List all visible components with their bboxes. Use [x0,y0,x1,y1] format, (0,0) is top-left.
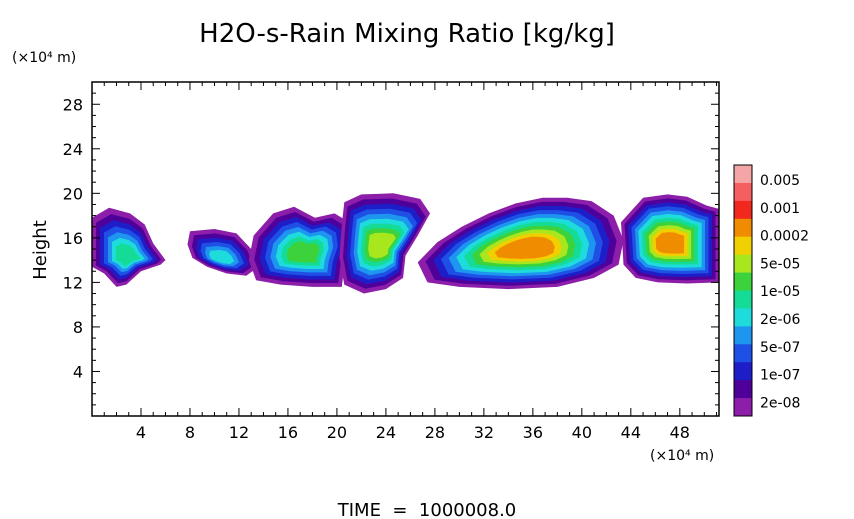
cloud-x35 [417,197,624,290]
colorbar-label: 1e-05 [760,284,800,300]
y-tick-label: 12 [63,273,83,292]
time-footer: TIME = 1000008.0 [337,500,517,519]
colorbar-swatch [734,182,752,202]
colorbar-swatch [734,308,752,327]
colorbar-swatch [734,290,752,309]
colorbar-swatch [734,200,752,220]
colorbar-frame [733,164,753,417]
x-axis-unit: (×10⁴ m) [650,448,714,464]
cloud-left-band-6 [116,243,141,266]
x-tick-label: 32 [474,423,494,442]
x-tick-label: 40 [572,423,592,442]
colorbar-swatch [734,326,752,345]
colorbar-swatch [734,380,752,399]
cloud-x19 [248,206,352,287]
cloud-x35-band-10 [494,236,555,259]
plot-area [92,193,719,294]
x-tick-label: 20 [327,423,347,442]
colorbar-swatch [734,254,752,274]
cloud-x19-band-7 [286,241,320,263]
x-tick-label: 8 [185,423,195,442]
cloud-left [92,207,166,287]
colorbar-swatch [734,165,752,184]
cloud-x24 [339,193,430,294]
y-axis-unit: (×10⁴ m) [12,50,76,66]
colorbar-label: 0.001 [760,201,800,217]
colorbar-swatch [734,398,752,417]
cloud-right-band-10 [655,232,685,254]
x-tick-label: 16 [278,423,298,442]
colorbar: 0.005 0.001 0.0002 5e-05 1e-05 2e-06 5e-07 1e-0… [733,164,809,417]
x-tick-label: 4 [136,423,146,442]
colorbar-swatch [734,236,752,256]
x-tick-label: 48 [670,423,690,442]
x-tick-label: 44 [621,423,641,442]
colorbar-swatch [734,362,752,381]
x-tick-label: 12 [229,423,249,442]
plot-frame [91,81,720,417]
y-tick-label: 4 [73,362,83,381]
colorbar-label: 2e-08 [760,395,800,411]
colorbar-swatch [734,272,752,291]
colorbar-swatch [734,218,752,238]
y-tick-label: 24 [63,140,83,159]
cloud-right [621,194,719,284]
colorbar-label: 0.0002 [760,229,809,245]
y-axis-label: Height [30,220,51,280]
y-tick-label: 8 [73,318,83,337]
colorbar-label: 0.005 [760,173,800,189]
colorbar-label: 5e-07 [760,340,800,356]
x-tick-label: 36 [523,423,543,442]
colorbar-label: 5e-05 [760,256,800,272]
cloud-x10-band-5 [209,250,235,264]
colorbar-swatch [734,344,752,363]
colorbar-label: 1e-07 [760,368,800,384]
x-tick-label: 24 [376,423,396,442]
cloud-x10 [187,229,259,276]
x-tick-label: 28 [425,423,445,442]
chart-title: H2O-s-Rain Mixing Ratio [kg/kg] [199,19,615,49]
y-tick-label: 20 [63,184,83,203]
y-tick-label: 16 [63,229,83,248]
cloud-x24-band-8 [368,232,396,259]
colorbar-label: 2e-06 [760,312,800,328]
y-tick-label: 28 [63,95,83,114]
